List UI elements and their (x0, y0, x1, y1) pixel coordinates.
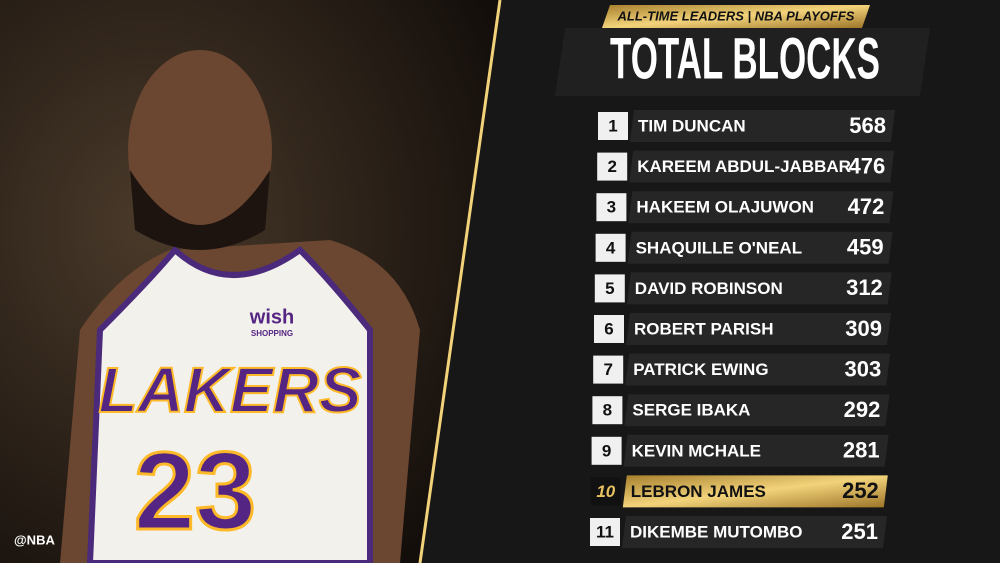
player-name: DAVID ROBINSON (635, 279, 783, 298)
row-bar (628, 191, 894, 224)
rank: 11 (596, 522, 614, 541)
sponsor: wish (249, 306, 294, 328)
rank-box (591, 436, 622, 465)
player-name: PATRICK EWING (633, 360, 768, 379)
rank-box (597, 152, 628, 181)
block-total: 303 (844, 356, 881, 381)
player-name: DIKEMBE MUTOMBO (630, 522, 803, 541)
rank: 6 (604, 319, 613, 338)
block-total: 476 (848, 153, 885, 178)
rank: 7 (603, 360, 612, 379)
block-total: 459 (847, 235, 884, 260)
jersey-name: LAKERS (98, 354, 361, 426)
rank-box (590, 477, 621, 506)
block-total: 281 (843, 438, 880, 463)
row-bar (622, 516, 887, 548)
row-bar (627, 231, 893, 264)
row-bar (626, 313, 891, 345)
player-name: SHAQUILLE O'NEAL (636, 238, 803, 257)
rank: 4 (606, 238, 616, 257)
rank: 1 (608, 116, 617, 135)
block-total: 309 (845, 316, 882, 341)
rank-box (593, 355, 624, 384)
rank-box (590, 518, 620, 546)
kicker-banner (602, 5, 870, 28)
head (128, 50, 272, 250)
block-total: 251 (841, 519, 878, 544)
title-band (555, 28, 930, 96)
kicker: ALL-TIME LEADERS | NBA PLAYOFFS (617, 8, 855, 23)
block-total: 312 (846, 275, 883, 300)
rank: 8 (603, 401, 612, 420)
player-name: TIM DUNCAN (638, 116, 746, 135)
rank-box (594, 274, 625, 303)
rank: 2 (607, 157, 616, 176)
row-bar (623, 434, 889, 467)
player-name: SERGE IBAKA (632, 401, 750, 420)
row-bar (622, 475, 888, 508)
divider (418, 0, 502, 563)
rank-box (592, 396, 623, 425)
title: TOTAL BLOCKS (610, 26, 880, 91)
player-name: HAKEEM OLAJUWON (636, 198, 814, 217)
photo: LAKERS 23 wish SHOPPING @NBA (0, 0, 500, 563)
block-total: 472 (848, 194, 885, 219)
row-bar (626, 272, 892, 305)
rank: 10 (596, 482, 615, 501)
rank: 5 (605, 279, 614, 298)
rank-box (598, 112, 628, 140)
row-bar (625, 353, 891, 386)
sponsor-sub: SHOPPING (251, 329, 293, 338)
jersey (86, 245, 373, 563)
player-name: KAREEM ABDUL-JABBAR (637, 157, 851, 176)
rank: 3 (607, 198, 616, 217)
player-name: ROBERT PARISH (634, 319, 773, 338)
beard (130, 170, 270, 250)
rank-box (595, 233, 626, 262)
rank-box (594, 315, 624, 343)
rank-box (596, 193, 627, 222)
player-name: KEVIN MCHALE (632, 441, 761, 460)
rank: 9 (602, 441, 611, 460)
player-name: LEBRON JAMES (631, 482, 766, 501)
row-bar (624, 394, 890, 427)
block-total: 292 (844, 397, 881, 422)
block-total: 568 (849, 113, 886, 138)
row-bar (629, 150, 895, 183)
row-bar (630, 110, 895, 142)
block-total: 252 (842, 478, 879, 503)
jersey-number: 23 (134, 430, 256, 553)
watermark: @NBA (14, 532, 55, 547)
